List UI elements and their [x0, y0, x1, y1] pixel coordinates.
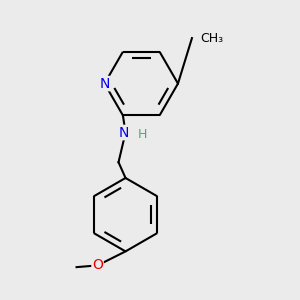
Text: H: H: [138, 128, 147, 141]
Text: O: O: [92, 258, 103, 272]
Text: N: N: [118, 125, 129, 140]
Text: CH₃: CH₃: [201, 32, 224, 45]
Text: N: N: [99, 76, 110, 91]
